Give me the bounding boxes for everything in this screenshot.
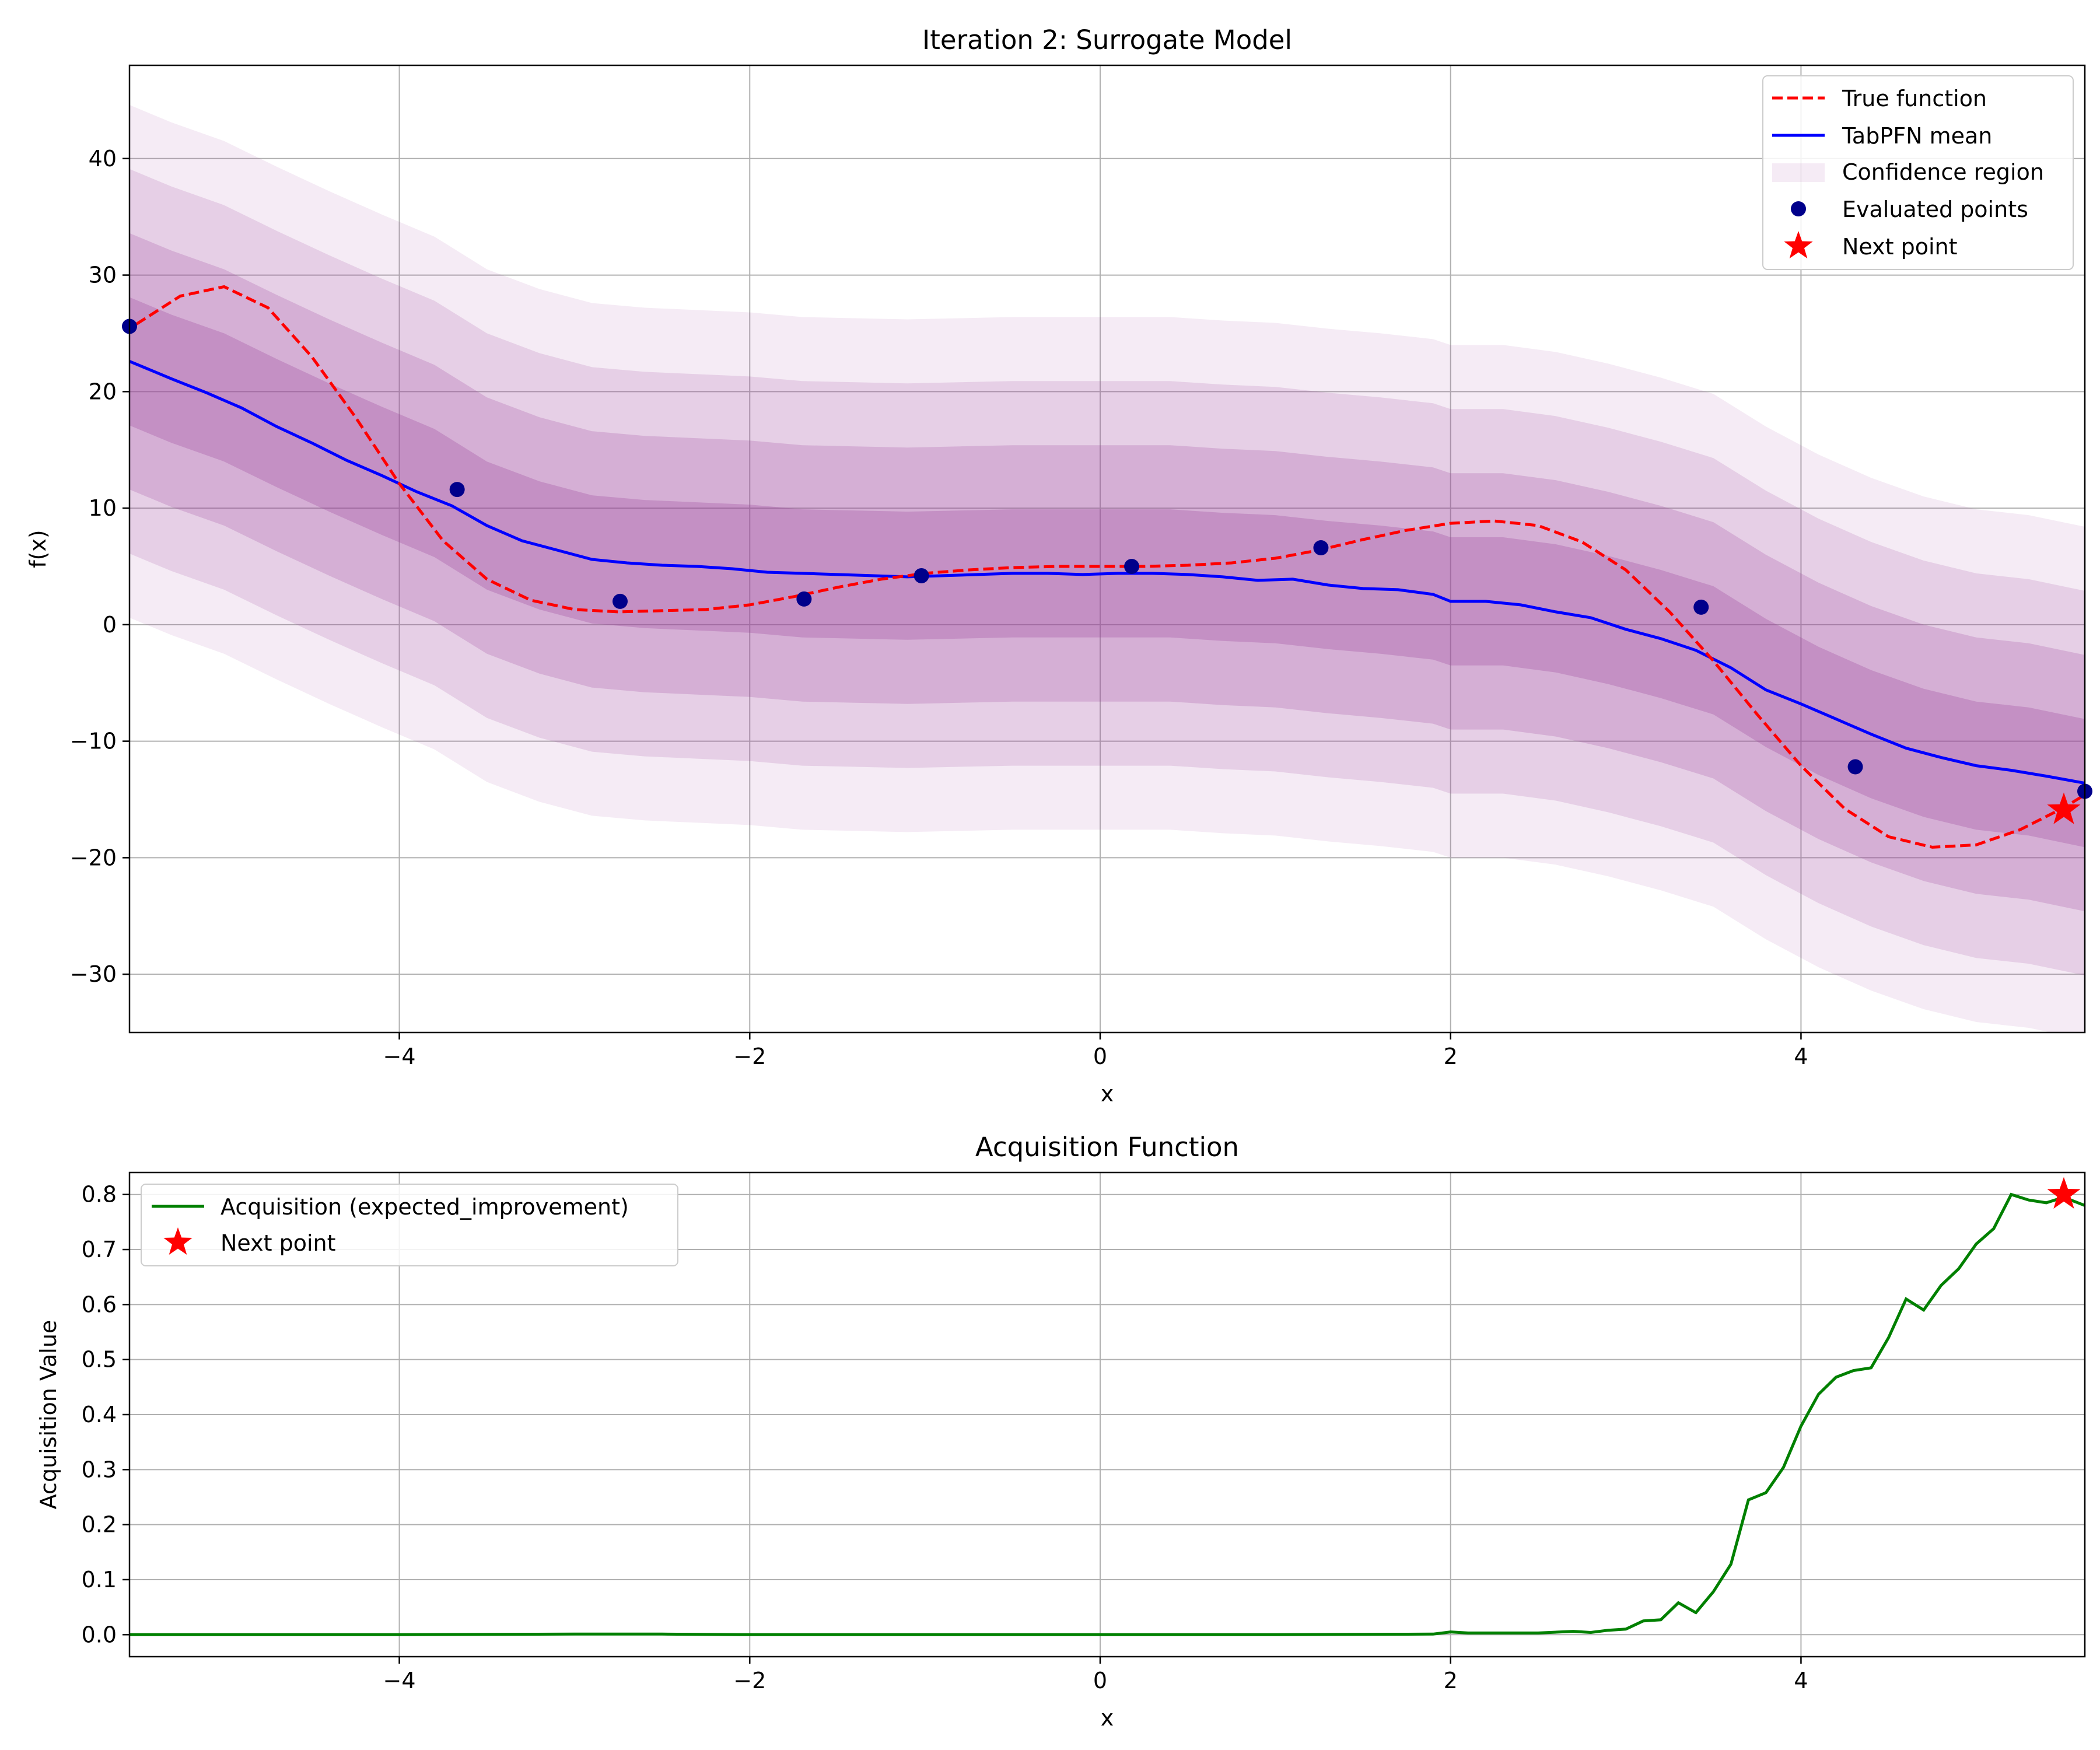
evaluated-point [796, 591, 812, 607]
acquisition-next-point-star [2047, 1177, 2081, 1209]
surrogate-ytick-label: 30 [89, 262, 117, 288]
surrogate-ytick-label: 20 [89, 379, 117, 404]
acquisition-panel: Acquisition Function −4 −2 0 2 4 0.0 0.1 0.2 0.3… [36, 1132, 2086, 1731]
surrogate-ytick-label: 0 [103, 612, 117, 638]
acquisition-ytick-label: 0.5 [82, 1347, 117, 1373]
surrogate-title: Iteration 2: Surrogate Model [922, 24, 1292, 55]
acquisition-ytick-label: 0.6 [82, 1292, 117, 1317]
legend-confidence-swatch [1772, 163, 1825, 182]
surrogate-ytick-label: −10 [70, 729, 117, 754]
acquisition-ytick-label: 0.1 [82, 1567, 117, 1592]
evaluated-point [1313, 540, 1329, 556]
acquisition-ytick-label: 0.7 [82, 1237, 117, 1262]
acquisition-next-point [2047, 1177, 2081, 1209]
legend-true-function-label: True function [1842, 86, 1987, 111]
acquisition-ytick-label: 0.0 [82, 1622, 117, 1647]
legend-acquisition-label: Acquisition (expected_improvement) [220, 1194, 629, 1220]
surrogate-xtick-label: −2 [733, 1044, 766, 1069]
evaluated-point [1124, 558, 1140, 574]
surrogate-ytick-label: 40 [89, 146, 117, 172]
acquisition-xtick-label: −4 [383, 1668, 416, 1693]
surrogate-ytick-label: −30 [70, 961, 117, 987]
legend-star-icon [1784, 231, 1813, 258]
confidence-band [130, 297, 2085, 848]
acquisition-xtick-label: 0 [1093, 1668, 1107, 1693]
surrogate-ylabel: f(x) [25, 530, 51, 568]
next-point-star [2047, 792, 2081, 824]
acquisition-ylabel: Acquisition Value [36, 1320, 61, 1510]
surrogate-legend: True function TabPFN mean Confidence reg… [1762, 75, 2074, 270]
legend-mean-label: TabPFN mean [1842, 123, 1992, 149]
surrogate-grid [130, 65, 2085, 1032]
acquisition-ytick-label: 0.4 [82, 1402, 117, 1427]
acquisition-xtick-label: 2 [1444, 1668, 1458, 1693]
legend-next-point-marker [1784, 231, 1813, 258]
legend-evaluated-marker [1791, 201, 1806, 216]
surrogate-lines [130, 285, 2085, 849]
surrogate-ytick-label: 10 [89, 495, 117, 521]
acquisition-xlabel: x [1101, 1705, 1114, 1731]
confidence-band [130, 104, 2085, 1032]
surrogate-legend-box [1762, 75, 2074, 270]
evaluated-point [1693, 599, 1709, 615]
surrogate-xtick-label: 0 [1093, 1044, 1107, 1069]
evaluated-point [449, 482, 465, 498]
legend-acquisition-next-point-marker [163, 1227, 192, 1255]
acquisition-ticks: −4 −2 0 2 4 0.0 0.1 0.2 0.3 0.4 0.5 0.6 0.7 0.8 [82, 1182, 1808, 1693]
acquisition-xtick-label: −2 [733, 1668, 766, 1693]
acquisition-xtick-label: 4 [1794, 1668, 1808, 1693]
legend-evaluated-label: Evaluated points [1842, 197, 2028, 222]
surrogate-xtick-label: 4 [1794, 1044, 1808, 1069]
surrogate-axes-frame [128, 64, 2086, 1034]
evaluated-point [914, 568, 929, 583]
legend-acquisition-star-icon [163, 1227, 192, 1255]
acquisition-legend-box [141, 1184, 678, 1266]
surrogate-model-panel: Iteration 2: Surrogate Model −4 −2 0 2 4−30−… [25, 24, 2092, 1107]
evaluated-point [1847, 759, 1863, 775]
acquisition-legend: Acquisition (expected_improvement) Next … [141, 1184, 678, 1266]
surrogate-ytick-label: −20 [70, 845, 117, 870]
confidence-band [130, 169, 2085, 976]
acquisition-line [130, 1192, 2085, 1636]
acquisition-ytick-label: 0.8 [82, 1182, 117, 1208]
acquisition-title: Acquisition Function [975, 1132, 1239, 1163]
legend-acquisition-next-point-label: Next point [220, 1230, 336, 1256]
acquisition-lines [130, 1192, 2085, 1636]
tabpfn-mean-line [130, 360, 2085, 785]
acquisition-ytick-label: 0.3 [82, 1457, 117, 1482]
surrogate-xtick-label: 2 [1444, 1044, 1458, 1069]
legend-confidence-label: Confidence region [1842, 159, 2044, 185]
surrogate-xtick-label: −4 [383, 1044, 416, 1069]
surrogate-next-point [2047, 792, 2081, 824]
evaluated-point [612, 593, 628, 609]
true-function-line [135, 285, 2085, 849]
legend-next-point-label: Next point [1842, 234, 1958, 260]
acquisition-ytick-label: 0.2 [82, 1512, 117, 1538]
surrogate-xlabel: x [1101, 1081, 1114, 1107]
